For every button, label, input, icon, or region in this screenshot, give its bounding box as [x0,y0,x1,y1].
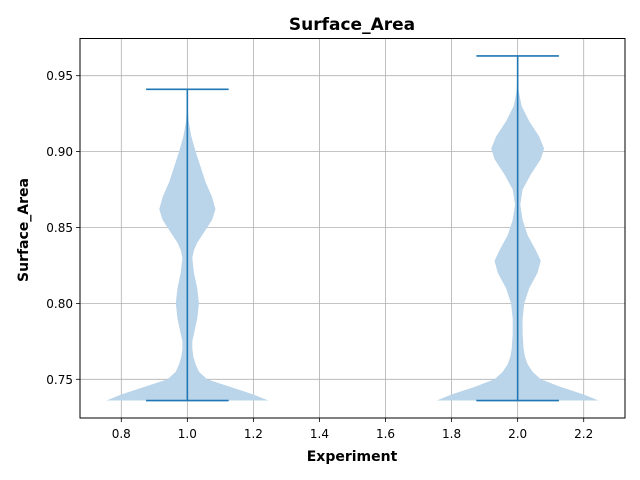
y-tick-label: 0.75 [46,373,73,387]
y-tick-label: 0.80 [46,297,73,311]
y-axis-label: Surface_Area [16,178,32,282]
x-tick-label: 1.4 [310,427,329,441]
x-tick-label: 2.2 [574,427,593,441]
x-axis-ticks: 0.8 1.0 1.2 1.4 1.6 1.8 2.0 2.2 [112,418,593,441]
x-axis-label: Experiment [307,449,398,465]
violins [106,55,599,402]
chart-title: Surface_Area [289,15,415,35]
x-tick-label: 2.0 [508,427,527,441]
x-tick-label: 1.6 [376,427,395,441]
x-tick-label: 1.0 [178,427,197,441]
y-tick-label: 0.85 [46,221,73,235]
x-tick-label: 0.8 [112,427,131,441]
y-tick-label: 0.90 [46,145,73,159]
y-tick-label: 0.95 [46,69,73,83]
x-tick-label: 1.8 [442,427,461,441]
plot-frame [79,38,626,419]
x-tick-label: 1.2 [244,427,263,441]
y-axis-ticks: 0.75 0.80 0.85 0.90 0.95 [46,69,80,387]
